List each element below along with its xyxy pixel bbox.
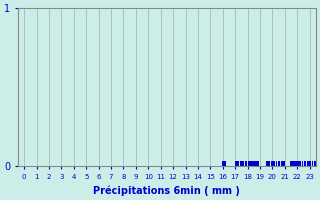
Bar — [241, 161, 242, 166]
Bar — [269, 161, 270, 166]
Bar — [307, 161, 308, 166]
Bar — [254, 161, 256, 166]
Bar — [253, 161, 254, 166]
Bar — [308, 161, 309, 166]
Bar — [310, 161, 311, 166]
Bar — [292, 161, 293, 166]
Bar — [312, 161, 313, 166]
Bar — [284, 161, 285, 166]
Bar — [279, 161, 280, 166]
Bar — [240, 161, 241, 166]
Bar — [251, 161, 252, 166]
Bar — [291, 161, 292, 166]
Bar — [302, 161, 303, 166]
Bar — [242, 161, 243, 166]
Bar — [273, 161, 274, 166]
Bar — [267, 161, 268, 166]
Bar — [236, 161, 237, 166]
Bar — [283, 161, 284, 166]
Bar — [272, 161, 273, 166]
Bar — [257, 161, 258, 166]
Bar — [244, 161, 246, 166]
Bar — [225, 161, 226, 166]
Bar — [268, 161, 269, 166]
Bar — [256, 161, 257, 166]
Bar — [222, 161, 223, 166]
Bar — [223, 161, 225, 166]
Bar — [248, 161, 249, 166]
Bar — [252, 161, 253, 166]
Bar — [250, 161, 251, 166]
Bar — [258, 161, 259, 166]
Bar — [238, 161, 239, 166]
Bar — [299, 161, 300, 166]
Bar — [235, 161, 236, 166]
Bar — [282, 161, 283, 166]
Bar — [305, 161, 307, 166]
Bar — [309, 161, 310, 166]
Bar — [276, 161, 277, 166]
X-axis label: Précipitations 6min ( mm ): Précipitations 6min ( mm ) — [93, 185, 240, 196]
Bar — [315, 161, 316, 166]
Bar — [246, 161, 247, 166]
Bar — [294, 161, 295, 166]
Bar — [266, 161, 267, 166]
Bar — [271, 161, 272, 166]
Bar — [293, 161, 294, 166]
Bar — [300, 161, 301, 166]
Bar — [297, 161, 298, 166]
Bar — [295, 161, 297, 166]
Bar — [278, 161, 279, 166]
Bar — [243, 161, 244, 166]
Bar — [298, 161, 299, 166]
Bar — [314, 161, 315, 166]
Bar — [318, 161, 319, 166]
Bar — [281, 161, 282, 166]
Bar — [237, 161, 238, 166]
Bar — [274, 161, 276, 166]
Bar — [304, 161, 305, 166]
Bar — [319, 161, 320, 166]
